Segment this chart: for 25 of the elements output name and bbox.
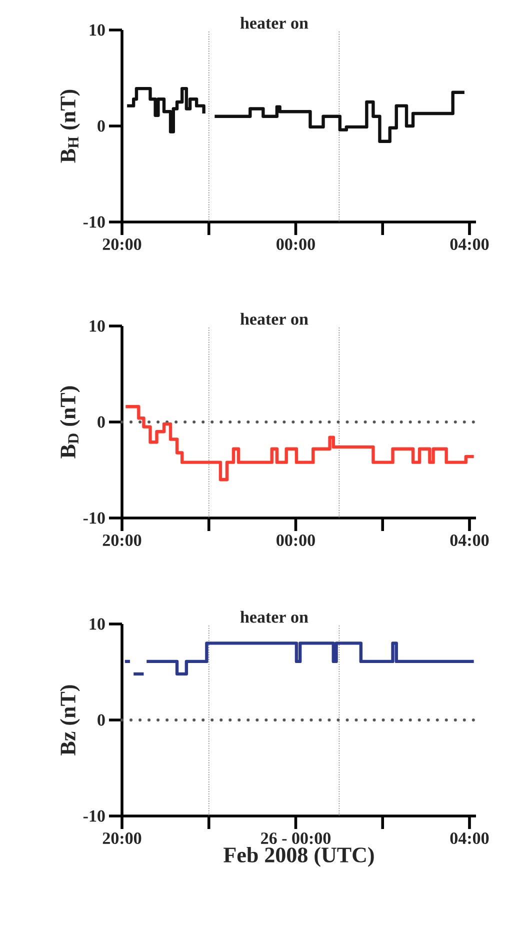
text: heater on: [240, 16, 308, 29]
x-tick-label: 20:00: [102, 832, 142, 844]
y-tick-label: 10: [90, 24, 105, 36]
y-tick-label: 10: [90, 618, 105, 630]
x-tick-label: 26 - 00:00: [261, 832, 331, 844]
x-tick-label: 00:00: [276, 534, 315, 546]
x-tick-label: 04:00: [450, 238, 489, 250]
x-tick-label: 04:00: [450, 534, 489, 546]
y-tick-label: 0: [98, 714, 105, 726]
y-tick-label: -10: [83, 512, 105, 524]
text: heater on: [240, 610, 308, 623]
y-tick-label: -10: [83, 810, 105, 822]
y-axis-title: B$_{D}$ (nT): [60, 386, 80, 458]
y-tick-label: 10: [90, 320, 105, 332]
x-tick-label: 00:00: [276, 238, 315, 250]
y-tick-label: -10: [83, 216, 105, 228]
y-axis-title: B$_{H}$ (nT): [60, 90, 80, 163]
y-tick-label: 0: [98, 120, 105, 132]
x-axis-title: Feb 2008 (UTC): [224, 846, 374, 867]
y-axis-title: Bz (nT): [60, 685, 80, 756]
x-tick-label: 20:00: [102, 534, 142, 546]
x-tick-label: 04:00: [450, 832, 489, 844]
y-tick-label: 0: [98, 416, 105, 428]
text: heater on: [240, 312, 308, 325]
x-tick-label: 20:00: [102, 238, 142, 250]
